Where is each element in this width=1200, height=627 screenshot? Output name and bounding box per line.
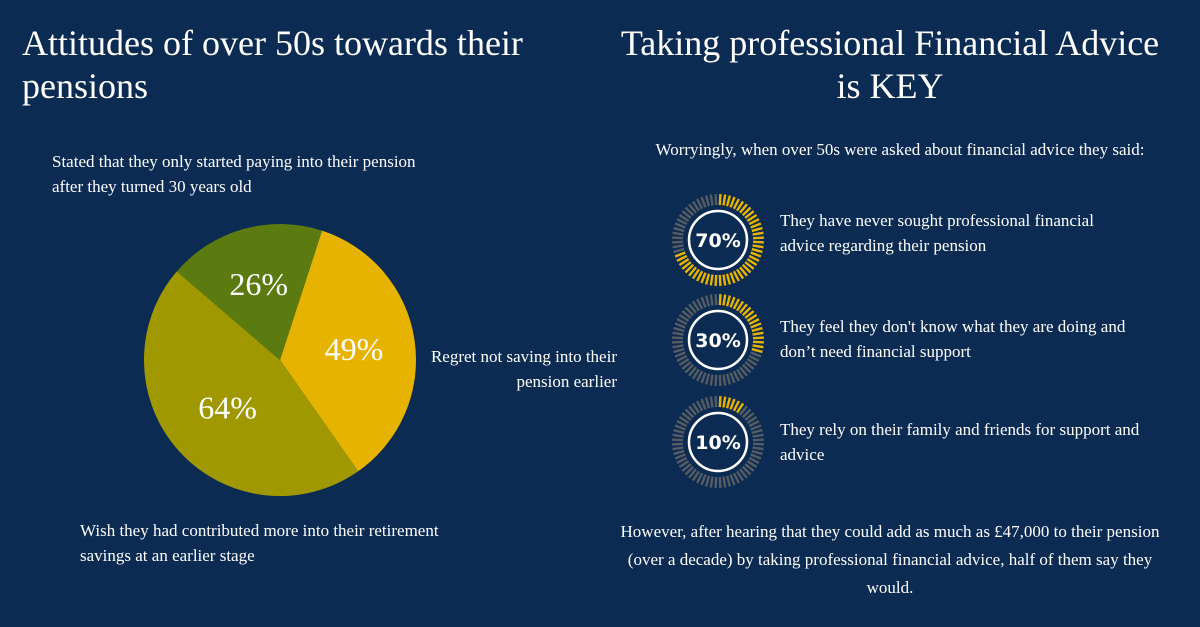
ring-inner-circle <box>687 411 749 473</box>
ring-chart-10: 10% <box>671 395 765 489</box>
pie-slice-64 <box>143 271 359 497</box>
stat-text-70: They have never sought professional fina… <box>780 211 1094 255</box>
stat-text-10: They rely on their family and friends fo… <box>780 420 1140 464</box>
ring-value-label-10: 10% <box>695 432 740 454</box>
footer-text: However, after hearing that they could a… <box>620 522 1160 597</box>
ring-inner-circle <box>687 309 749 371</box>
ring-value-label-70: 70% <box>695 230 740 252</box>
pie-slice-49 <box>280 230 417 472</box>
ring-chart-70: 70% <box>671 193 765 287</box>
pie-value-label-49: 49% <box>325 331 384 367</box>
ring-value-label-30: 30% <box>695 330 740 352</box>
pie-slice-26 <box>176 224 323 360</box>
ring-inner-circle <box>687 209 749 271</box>
ring-ticks <box>671 293 765 387</box>
pie-value-label-26: 26% <box>229 266 288 302</box>
ring-ticks <box>671 395 765 489</box>
ring-chart-30: 30% <box>671 293 765 387</box>
pie-chart: 49% 64% 26% <box>143 224 417 497</box>
pie-label-64: Wish they had contributed more into thei… <box>80 521 439 565</box>
pie-label-26: Stated that they only started paying int… <box>52 152 416 196</box>
pie-value-label-64: 64% <box>198 390 257 426</box>
stat-text-30: They feel they don't know what they are … <box>780 317 1126 361</box>
pie-label-49: Regret not saving into their pension ear… <box>430 347 617 391</box>
right-title: Taking professional Financial Advice is … <box>620 23 1160 106</box>
ring-ticks <box>671 193 765 287</box>
intro-text: Worryingly, when over 50s were asked abo… <box>655 140 1145 159</box>
left-title: Attitudes of over 50s towards their pens… <box>22 23 523 106</box>
